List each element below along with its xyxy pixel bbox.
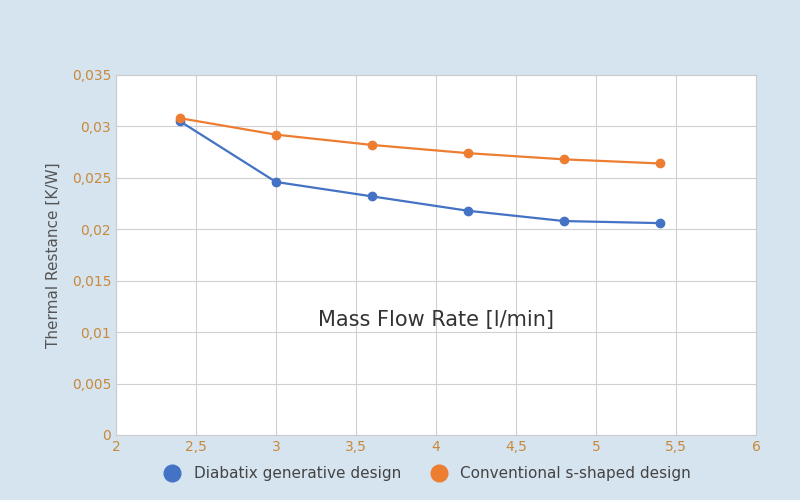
Diabatix generative design — [463, 208, 473, 214]
Diabatix generative design — [559, 218, 569, 224]
Line: Conventional s-shaped design: Conventional s-shaped design — [176, 114, 664, 168]
Conventional s-shaped design — [367, 142, 377, 148]
Conventional s-shaped design — [175, 115, 185, 121]
Text: Mass Flow Rate [l/min]: Mass Flow Rate [l/min] — [318, 310, 554, 330]
Legend: Diabatix generative design, Conventional s-shaped design: Diabatix generative design, Conventional… — [150, 460, 698, 487]
Diabatix generative design — [175, 118, 185, 124]
Diabatix generative design — [655, 220, 665, 226]
Conventional s-shaped design — [271, 132, 281, 138]
Y-axis label: Thermal Restance [K/W]: Thermal Restance [K/W] — [46, 162, 61, 348]
Conventional s-shaped design — [559, 156, 569, 162]
Diabatix generative design — [367, 194, 377, 200]
Conventional s-shaped design — [463, 150, 473, 156]
Line: Diabatix generative design: Diabatix generative design — [176, 117, 664, 228]
Conventional s-shaped design — [655, 160, 665, 166]
Diabatix generative design — [271, 179, 281, 185]
